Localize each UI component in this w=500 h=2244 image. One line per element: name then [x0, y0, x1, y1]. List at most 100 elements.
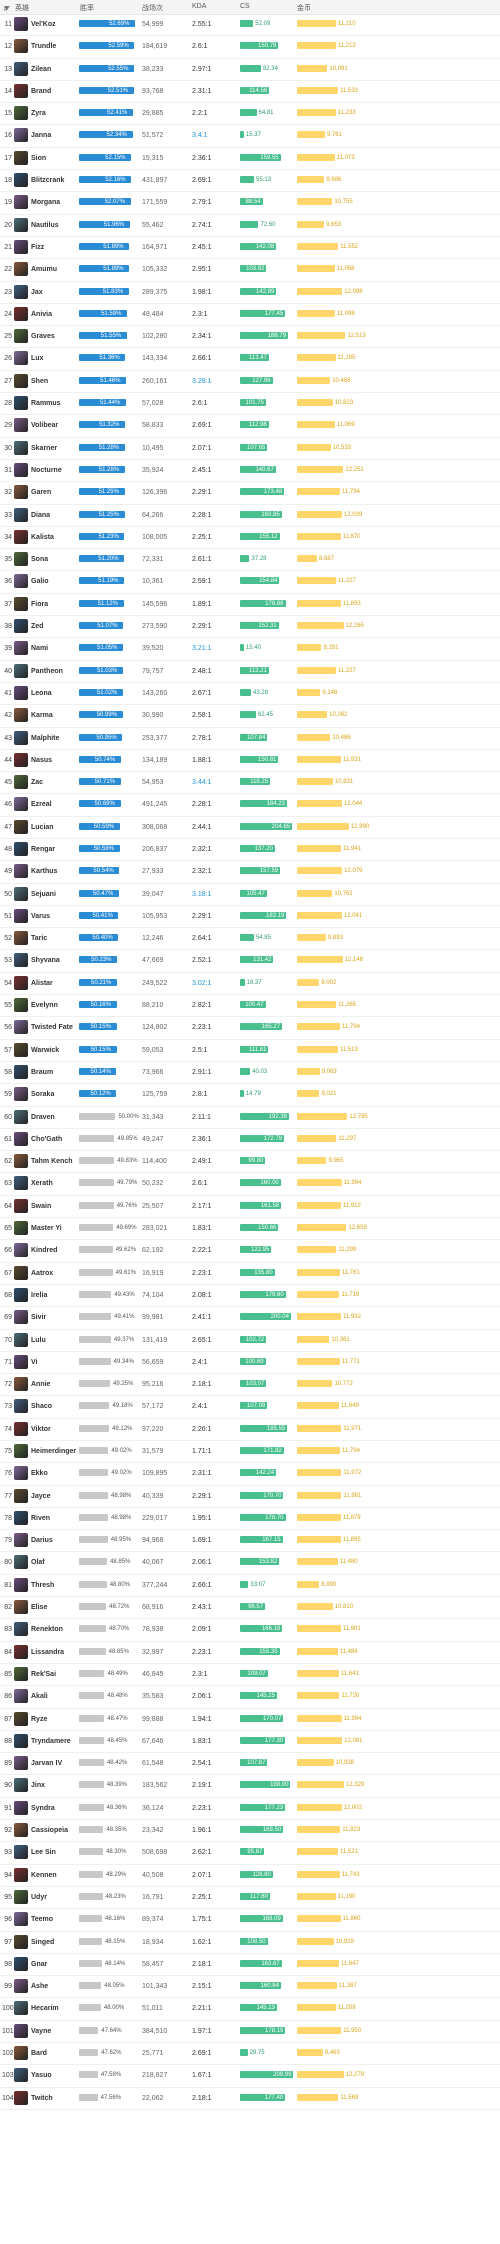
- champion-name[interactable]: Bard: [31, 2050, 47, 2058]
- champion-name[interactable]: Shyvana: [31, 957, 60, 965]
- table-row[interactable]: 37 Fiora 51.12% 145,596 1.89:1 178.68 11,893: [0, 594, 500, 617]
- champion-name[interactable]: Taric: [31, 935, 48, 943]
- table-row[interactable]: 74 Viktor 49.12% 97,220 2.26:1 185.55 11,971: [0, 1419, 500, 1441]
- table-row[interactable]: 64 Swain 49.76% 25,507 2.17:1 161.58 11,912: [0, 1196, 500, 1219]
- table-row[interactable]: 99 Ashe 48.05% 101,343 2.15:1 160.84 11,387: [0, 1976, 500, 1999]
- champion-name[interactable]: Twitch: [31, 2094, 53, 2102]
- champion-name[interactable]: Rammus: [31, 400, 61, 408]
- champion-name[interactable]: Blitzcrank: [31, 177, 65, 185]
- table-row[interactable]: 87 Ryze 48.47% 99,888 1.94:1 170.07 11,994: [0, 1709, 500, 1731]
- champion-name[interactable]: Garen: [31, 489, 52, 497]
- champion-name[interactable]: Evelynn: [31, 1002, 58, 1010]
- table-row[interactable]: 61 Cho'Gath 49.85% 49,247 2.36:1 172.79 11,297: [0, 1129, 500, 1152]
- table-row[interactable]: 55 Evelynn 50.16% 88,210 2.82:1 100.47 11,265: [0, 995, 500, 1018]
- champion-name[interactable]: Kindred: [31, 1247, 58, 1255]
- champion-name[interactable]: Syndra: [31, 1804, 55, 1812]
- champion-name[interactable]: Amumu: [31, 266, 58, 274]
- table-row[interactable]: 31 Nocturne 51.28% 35,924 2.45:1 140.67 12,251: [0, 460, 500, 483]
- champion-name[interactable]: Sona: [31, 556, 49, 564]
- champion-name[interactable]: Zilean: [31, 65, 52, 73]
- champion-name[interactable]: Ryze: [31, 1715, 48, 1723]
- champion-name[interactable]: Udyr: [31, 1893, 47, 1901]
- table-row[interactable]: 86 Akali 48.48% 35,583 2.06:1 145.25 11,720: [0, 1686, 500, 1709]
- champion-name[interactable]: Lissandra: [31, 1648, 65, 1656]
- table-row[interactable]: 81 Thresh 48.80% 377,244 2.66:1 33.07 8,990: [0, 1575, 500, 1598]
- table-row[interactable]: 22 Amumu 51.89% 105,332 2.95:1 103.92 11,058: [0, 259, 500, 282]
- champion-name[interactable]: Swain: [31, 1202, 52, 1210]
- table-row[interactable]: 90 Jinx 48.39% 183,562 2.19:1 198.00 12,329: [0, 1775, 500, 1798]
- table-row[interactable]: 96 Teemo 48.16% 89,374 1.75:1 168.09 11,860: [0, 1909, 500, 1932]
- champion-name[interactable]: Soraka: [31, 1091, 55, 1099]
- champion-name[interactable]: Nautilus: [31, 221, 59, 229]
- table-row[interactable]: 11 Vel'Koz 52.69% 54,999 2.55:1 52.09 11,210: [0, 14, 500, 37]
- table-row[interactable]: 79 Darius 48.95% 94,968 1.69:1 167.15 11,895: [0, 1530, 500, 1553]
- champion-name[interactable]: Ezreal: [31, 801, 52, 809]
- champion-name[interactable]: Lulu: [31, 1336, 46, 1344]
- table-row[interactable]: 33 Diana 51.25% 64,266 2.28:1 163.85 12,039: [0, 505, 500, 527]
- table-row[interactable]: 13 Zilean 52.55% 38,233 2.97:1 82.34 10,091: [0, 59, 500, 81]
- table-row[interactable]: 52 Taric 50.40% 12,246 2.64:1 54.85 9,893: [0, 928, 500, 951]
- table-row[interactable]: 57 Warwick 50.15% 59,053 2.5:1 111.81 11,513: [0, 1040, 500, 1062]
- table-row[interactable]: 71 Vi 49.34% 56,659 2.4:1 100.69 11,771: [0, 1352, 500, 1375]
- table-row[interactable]: 63 Xerath 49.79% 50,232 2.6:1 160.00 11,994: [0, 1173, 500, 1196]
- champion-name[interactable]: Ekko: [31, 1470, 48, 1478]
- table-row[interactable]: 38 Zed 51.07% 273,590 2.29:1 152.31 12,265: [0, 616, 500, 639]
- table-row[interactable]: 70 Lulu 49.37% 131,419 2.65:1 102.72 10,361: [0, 1330, 500, 1352]
- champion-name[interactable]: Kennen: [31, 1871, 57, 1879]
- champion-name[interactable]: Irelia: [31, 1291, 48, 1299]
- champion-name[interactable]: Jinx: [31, 1782, 46, 1790]
- champion-name[interactable]: Tahm Kench: [31, 1158, 73, 1166]
- champion-name[interactable]: Sion: [31, 154, 47, 162]
- champion-name[interactable]: Cassiopeia: [31, 1827, 68, 1835]
- table-row[interactable]: 27 Shen 51.46% 260,161 3.28:1 127.96 10,468: [0, 371, 500, 394]
- champion-name[interactable]: Trundle: [31, 43, 57, 51]
- champion-name[interactable]: Master Yi: [31, 1225, 62, 1233]
- winrate-header[interactable]: 胜率: [80, 5, 94, 12]
- champion-name[interactable]: Tryndamere: [31, 1737, 71, 1745]
- table-row[interactable]: 65 Master Yi 49.69% 283,021 1.83:1 150.66 12,6…: [0, 1218, 500, 1241]
- table-row[interactable]: 58 Braum 50.14% 73,966 2.91:1 40.03 9,063: [0, 1062, 500, 1085]
- table-row[interactable]: 16 Janna 52.34% 51,572 3.4:1 15.37 9,761: [0, 125, 500, 148]
- table-row[interactable]: 77 Jayce 48.98% 40,339 2.29:1 170.70 11,981: [0, 1486, 500, 1508]
- table-row[interactable]: 85 Rek'Sai 48.49% 46,845 2.3:1 109.07 11,641: [0, 1664, 500, 1687]
- table-row[interactable]: 94 Kennen 48.29% 40,508 2.07:1 128.80 11,743: [0, 1865, 500, 1887]
- champion-name[interactable]: Twisted Fate: [31, 1024, 73, 1032]
- champion-name[interactable]: Hecarim: [31, 2005, 59, 2013]
- table-row[interactable]: 95 Udyr 48.23% 16,791 2.25:1 117.60 11,190: [0, 1887, 500, 1910]
- champion-name[interactable]: Rengar: [31, 845, 56, 853]
- table-row[interactable]: 44 Nasus 50.74% 134,189 1.88:1 150.81 11,931: [0, 750, 500, 773]
- champion-name[interactable]: Rek'Sai: [31, 1670, 57, 1678]
- champion-name[interactable]: Karma: [31, 712, 53, 720]
- table-row[interactable]: 29 Volibear 51.32% 58,833 2.69:1 112.98 11,069: [0, 415, 500, 438]
- table-row[interactable]: 78 Riven 48.98% 229,017 1.95:1 178.70 11,879: [0, 1508, 500, 1531]
- champion-name[interactable]: Gnar: [31, 1960, 48, 1968]
- champion-name[interactable]: Volibear: [31, 422, 59, 430]
- table-row[interactable]: 46 Ezreal 50.69% 491,245 2.28:1 184.23 12,044: [0, 794, 500, 817]
- champion-name[interactable]: Sivir: [31, 1314, 47, 1322]
- table-row[interactable]: 101 Vayne 47.64% 384,510 1.97:1 178.19 11,950: [0, 2021, 500, 2044]
- champion-name[interactable]: Aatrox: [31, 1269, 54, 1277]
- table-row[interactable]: 48 Rengar 50.58% 206,837 2.32:1 137.20 11,941: [0, 839, 500, 862]
- table-row[interactable]: 75 Heimerdinger 49.02% 31,579 1.71:1 171.82 11…: [0, 1441, 500, 1464]
- table-row[interactable]: 51 Varus 50.41% 105,953 2.29:1 182.19 12,041: [0, 906, 500, 929]
- table-row[interactable]: 50 Sejuani 50.47% 39,047 3.18:1 105.47 10,761: [0, 884, 500, 906]
- champion-name[interactable]: Skarner: [31, 444, 58, 452]
- table-row[interactable]: 54 Alistar 50.21% 249,522 3.02:1 18.37 9,002: [0, 973, 500, 996]
- champion-name[interactable]: Lux: [31, 355, 44, 363]
- table-row[interactable]: 41 Leona 51.02% 143,260 2.67:1 43.28 9,148: [0, 683, 500, 706]
- table-row[interactable]: 53 Shyvana 50.23% 47,669 2.52:1 131.42 12,148: [0, 950, 500, 973]
- table-row[interactable]: 67 Aatrox 49.61% 16,919 2.23:1 135.80 11,761: [0, 1263, 500, 1285]
- champion-name[interactable]: Kalista: [31, 533, 54, 541]
- gold-header[interactable]: 金币: [297, 5, 311, 12]
- champion-name[interactable]: Nasus: [31, 756, 53, 764]
- table-row[interactable]: 103 Yasuo 47.58% 218,827 1.67:1 209.99 12,279: [0, 2065, 500, 2088]
- table-row[interactable]: 59 Soraka 50.12% 125,759 2.8:1 14.79 9,021: [0, 1084, 500, 1107]
- champion-name[interactable]: Zac: [31, 779, 44, 787]
- champion-name[interactable]: Vi: [31, 1358, 38, 1366]
- table-row[interactable]: 47 Lucian 50.59% 308,068 2.44:1 204.65 12,990: [0, 817, 500, 839]
- champion-name[interactable]: Nami: [31, 645, 49, 653]
- champion-name[interactable]: Yasuo: [31, 2072, 52, 2080]
- champion-name[interactable]: Singed: [31, 1938, 55, 1946]
- champion-name[interactable]: Jayce: [31, 1492, 51, 1500]
- table-row[interactable]: 34 Kalista 51.23% 108,005 2.25:1 155.12 11,870: [0, 527, 500, 550]
